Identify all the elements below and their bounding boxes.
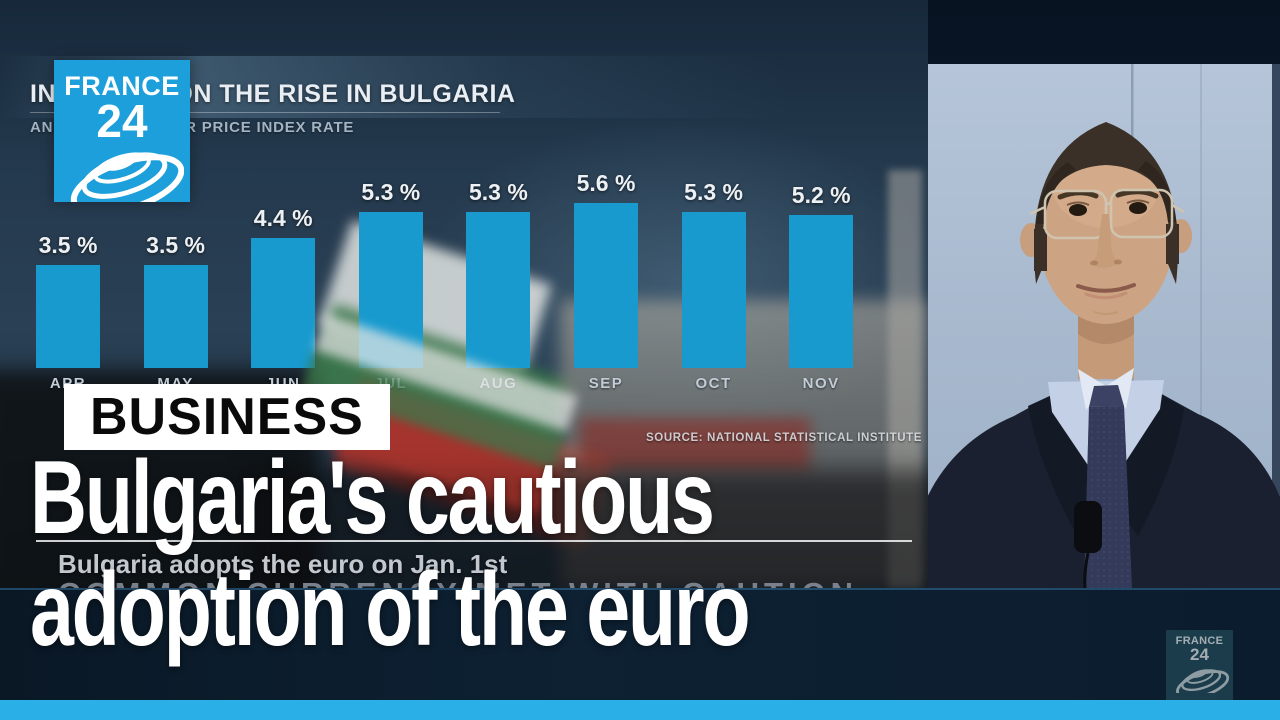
red-banner <box>580 418 810 470</box>
bar-apr: 3.5 %APR <box>36 232 100 392</box>
category-badge: BUSINESS <box>64 384 390 450</box>
bar-sep: 5.6 % SEP <box>574 170 638 392</box>
bar <box>36 265 100 368</box>
bar-value-label: 5.3 % <box>361 179 421 205</box>
video-lower-third-line2: COMMON CURRENCY MET WITH CAUTION <box>58 576 858 588</box>
bar <box>143 265 208 368</box>
bar-oct: 5.3 % OCT <box>681 179 746 392</box>
headline-line2: adoption of the euro <box>30 552 751 668</box>
bar <box>574 203 638 368</box>
bar-jun: 4.4 %JUN <box>251 205 316 392</box>
france24-logo-number: 24 <box>96 95 148 147</box>
france24-watermark: FRANCE 24 <box>1166 630 1233 702</box>
bar-value-label: 3.5 % <box>38 232 98 258</box>
bar-value-label: 5.2 % <box>791 182 851 208</box>
bar-value-label: 3.5 % <box>146 232 206 258</box>
bar <box>681 212 746 368</box>
bar <box>251 238 316 368</box>
lower-third-band <box>0 588 1280 700</box>
presenter-illustration <box>928 64 1280 588</box>
chart-source: SOURCE: NATIONAL STATISTICAL INSTITUTE <box>646 432 923 444</box>
bar-value-label: 5.6 % <box>576 170 636 196</box>
bar <box>789 215 854 368</box>
bar-month-label: OCT <box>695 375 732 392</box>
bottom-bar <box>0 700 1280 720</box>
bar-value-label: 5.3 % <box>468 179 528 205</box>
watermark-text: FRANCE <box>1175 635 1224 647</box>
bar-value-label: 4.4 % <box>253 205 313 231</box>
presenter-video <box>928 64 1280 588</box>
france24-swirl-icon <box>70 152 184 202</box>
bar-nov: 5.2 % NOV <box>789 182 854 392</box>
bar-may: 3.5 %MAY <box>143 232 208 392</box>
bar-aug: 5.3 %AUG <box>466 179 531 392</box>
bar-value-label: 5.3 % <box>684 179 744 205</box>
dark-foreground-2 <box>250 470 928 588</box>
video-lower-third-divider <box>36 540 912 542</box>
report-video: INFLATION ON THE RISE IN BULGARIA ANNUAL… <box>0 0 928 588</box>
bar-month-label: SEP <box>588 375 624 392</box>
chart-title-underline <box>30 112 500 113</box>
headline-line1: Bulgaria's cautious <box>30 440 715 556</box>
bar-chart: 3.5 %APR3.5 %MAY4.4 %JUN5.3 %JUL5.3 %AUG… <box>36 170 854 392</box>
video-lower-third-line1: Bulgaria adopts the euro on Jan. 1st <box>58 549 508 579</box>
bar <box>466 212 531 368</box>
france24-logo-text: FRANCE <box>64 71 180 101</box>
watermark-swirl-icon <box>1175 669 1229 693</box>
watermark-number: 24 <box>1190 645 1209 664</box>
bar-month-label: NOV <box>802 375 840 392</box>
france24-logo: FRANCE 24 <box>54 60 190 202</box>
